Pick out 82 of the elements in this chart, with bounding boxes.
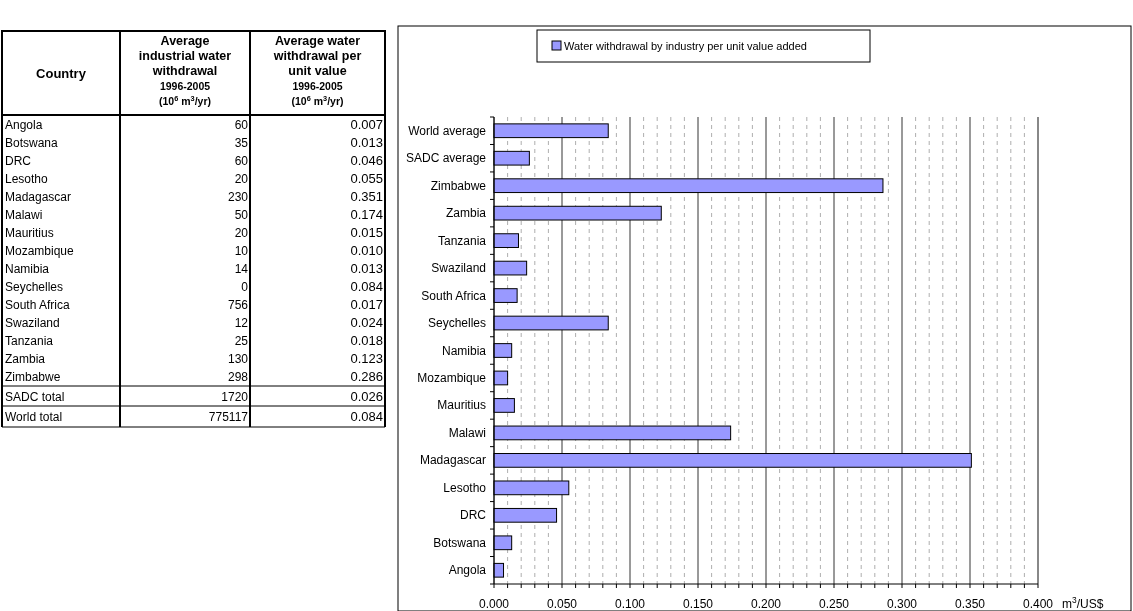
data-label: 775117 [208,410,249,424]
category-label: World total [5,410,63,424]
data-label: 0.046 [350,153,383,168]
y-tick-label: South Africa [421,288,487,303]
data-label: 12 [234,316,249,330]
data-label: 0.123 [350,351,383,366]
x-axis-title: m$^{3}$/US$ [1062,595,1104,611]
data-label: 0.007 [350,117,383,132]
x-tick-label: 0.050 [546,597,578,611]
y-tick-label: SADC average [405,151,487,166]
category-label: Tanzania [5,334,54,348]
text: Country [36,66,87,81]
x-tick-label: 0.250 [818,597,850,611]
y-tick-label: Zambia [445,206,487,221]
x-tick-label: 0.200 [750,597,782,611]
y-tick-label: Madagascar [419,453,486,468]
data-label: 50 [234,208,249,222]
y-tick-label: Tanzania [437,233,487,248]
category-label: Mozambique [5,244,75,258]
data-label: 298 [227,370,249,384]
y-tick-label: Seychelles [427,316,486,331]
data-label: 0.084 [350,279,383,294]
data-label: 0.026 [350,389,383,404]
category-label: Mauritius [5,226,54,240]
data-label: 0 [241,280,249,294]
legend-label: Water withdrawal by industry per unit value added [564,40,807,52]
category-label: Malawi [5,208,43,222]
data-label: 230 [227,190,249,204]
data-label: 0.351 [350,189,383,204]
data-label: 0.013 [350,261,383,276]
x-tick-label: 0.100 [614,597,646,611]
data-label: 0.017 [350,297,383,312]
data-label: 0.024 [350,315,383,330]
y-tick-label: DRC [460,508,487,523]
data-label: 756 [227,298,249,312]
y-tick-label: Zimbabwe [430,178,487,193]
data-label: 10 [234,244,249,258]
y-tick-label: World average [408,123,487,138]
category-label: South Africa [5,298,71,312]
data-label: 60 [234,154,249,168]
data-label: 130 [227,352,249,366]
data-label: 0.018 [350,333,383,348]
x-tick-label: 0.350 [954,597,986,611]
y-tick-label: Mozambique [417,370,487,385]
category-label: Zambia [5,352,46,366]
x-tick-label: 0.400 [1022,597,1054,611]
data-label: 14 [234,262,249,276]
data-label: 20 [234,172,249,186]
data-label: 0.174 [350,207,383,222]
data-label: 0.013 [350,135,383,150]
data-label: 60 [234,118,249,132]
data-label: 0.084 [350,409,383,424]
x-tick-label: 0.300 [886,597,918,611]
data-label: 0.055 [350,171,383,186]
data-label: 0.286 [350,369,383,384]
x-tick-label: 0.150 [682,597,714,611]
category-label: Namibia [5,262,50,276]
x-tick-label: 0.000 [478,597,510,611]
data-label: 0.015 [350,225,383,240]
y-tick-label: Mauritius [437,398,486,413]
y-tick-label: Angola [448,563,487,578]
y-tick-label: Malawi [448,425,486,440]
text: Average industrial water withdrawal 1996-2005 (10$^{6}$ m$^{3}$/yr) [138,34,232,107]
category-label: DRC [5,154,32,168]
category-label: Madagascar [5,190,72,204]
y-tick-label: Namibia [441,343,487,358]
category-label: Lesotho [5,172,49,186]
y-tick-label: Lesotho [443,480,487,495]
y-tick-label: Botswana [433,535,487,550]
category-label: Seychelles [5,280,64,294]
text: Average water withdrawal per unit value 1996-2005 (10$^{6}$ m$^{3}$/yr) [273,34,362,107]
data-label: 35 [234,136,249,150]
y-tick-label: Swaziland [431,261,486,276]
data-label: 20 [234,226,249,240]
category-label: Zimbabwe [5,370,61,384]
data-label: 0.010 [350,243,383,258]
data-label: 1720 [221,390,249,404]
category-label: SADC total [5,390,65,404]
category-label: Swaziland [5,316,60,330]
category-label: Angola [5,118,43,132]
data-label: 25 [234,334,249,348]
category-label: Botswana [5,136,59,150]
